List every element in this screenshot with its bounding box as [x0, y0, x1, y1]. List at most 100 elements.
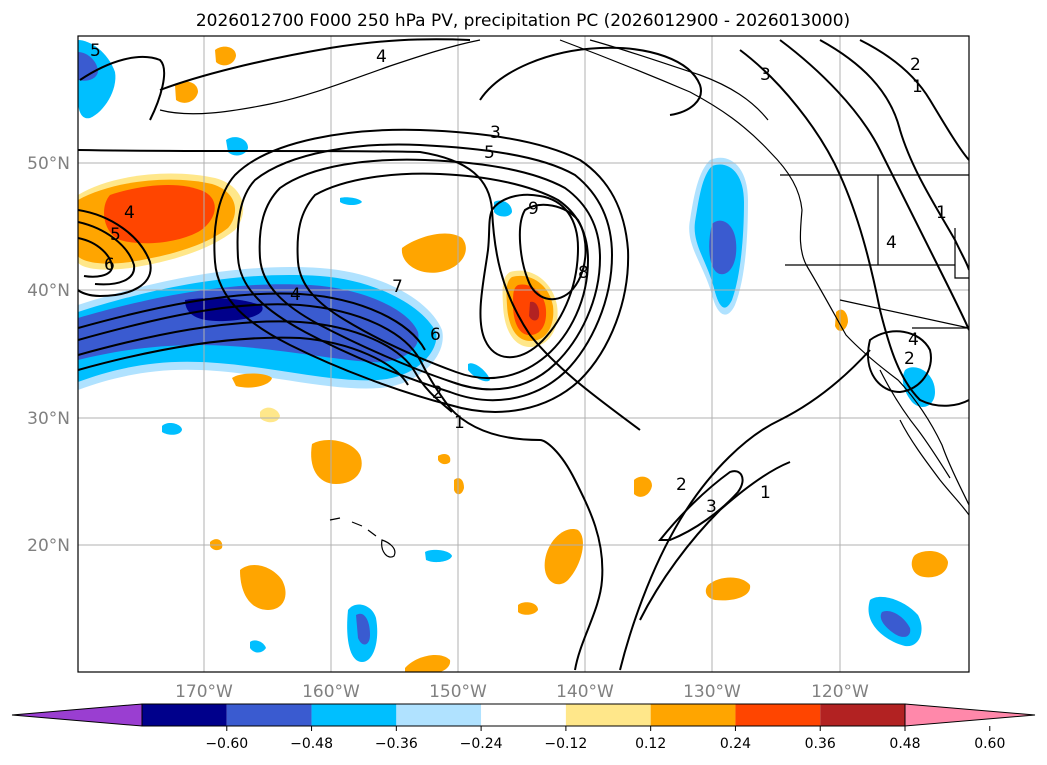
contour-label: 1 — [760, 483, 771, 503]
pos-blob-170W-55N — [175, 81, 198, 103]
pv-contours — [78, 38, 969, 671]
lon-label-170w: 170°W — [175, 682, 233, 702]
pos-blob-149W-27N — [438, 454, 451, 465]
contour-label: 2 — [910, 55, 921, 75]
contour-west-4 — [78, 209, 152, 298]
colorbar-tick-label: 0.36 — [805, 736, 836, 752]
contour-label: 3 — [490, 123, 501, 143]
neg-blob-130W-43N-blue — [709, 220, 737, 275]
lon-label-130w: 130°W — [683, 682, 741, 702]
hawaii-islands — [329, 517, 396, 558]
pos-blob-112W-18N — [911, 550, 948, 578]
contour-northwest — [79, 56, 166, 121]
figure-title: 2026012700 F000 250 hPa PV, precipitatio… — [196, 11, 850, 31]
pos-blob-168W-32N — [232, 373, 272, 388]
contour-east-2 — [819, 39, 969, 271]
mexico-coast — [899, 419, 969, 516]
contour-label: 4 — [124, 203, 135, 223]
contour-label: 6 — [104, 255, 115, 275]
pos-blob-149W-25N — [454, 478, 464, 495]
contour-label: 3 — [706, 497, 717, 517]
aleutian-chain — [159, 39, 481, 115]
contour-label: 4 — [290, 285, 301, 305]
neg-blob-151W-20N — [425, 549, 452, 563]
contour-ridge-3 — [258, 158, 602, 391]
colorbar-segment — [820, 704, 905, 726]
neg-blob-146W-33N — [468, 363, 490, 382]
colorbar-segment — [650, 704, 736, 726]
contour-label: 2 — [904, 349, 915, 369]
lon-label-140w: 140°W — [556, 682, 614, 702]
pos-blob-165W-30N — [260, 407, 280, 423]
contour-label: 3 — [760, 65, 771, 85]
pos-blob-128W-16N — [705, 577, 751, 601]
contour-jet-2 — [78, 292, 426, 351]
colorbar-tick-label: 0.48 — [889, 736, 920, 752]
contour-east-4 — [739, 49, 969, 407]
pos-center-dark — [529, 301, 540, 321]
contour-label: 5 — [484, 143, 495, 163]
contour-east-1 — [779, 39, 969, 331]
contour-west-5 — [78, 221, 136, 286]
contour-east-3 — [859, 39, 969, 161]
colorbar-segment — [481, 704, 566, 726]
contour-label: 2 — [676, 475, 687, 495]
pos-blob-140W-20N — [544, 529, 583, 585]
lat-label-40n: 40°N — [27, 281, 70, 301]
north-america-coast — [559, 39, 969, 506]
neg-blob-149W-47N — [340, 197, 362, 205]
colorbar-tick-label: −0.60 — [205, 736, 248, 752]
contour-east-loop — [867, 330, 932, 394]
lat-label-30n: 30°N — [27, 409, 70, 429]
colorbar-frame — [141, 703, 906, 727]
pos-blob-155W — [401, 233, 466, 273]
lat-label-20n: 20°N — [27, 536, 70, 556]
pv-contour-labels: 5 4 3 5 9 8 7 4 6 5 4 2 1 2 3 1 3 2 1 1 — [90, 41, 947, 517]
latitude-labels: 50°N 40°N 30°N 20°N — [27, 154, 70, 556]
colorbar: −0.60 −0.48 −0.36 −0.24 −0.12 0.12 0.24 0.36 0.4… — [11, 703, 1036, 752]
pos-blob-160W-25N — [311, 439, 362, 484]
contour-label: 5 — [90, 41, 101, 61]
pos-blob-152W-8N — [405, 654, 451, 672]
lon-label-150w: 150°W — [429, 682, 487, 702]
neg-blob-165W-10N — [250, 640, 266, 653]
colorbar-tick-label: 0.60 — [974, 736, 1005, 752]
contour-south-1 — [539, 439, 604, 671]
colorbar-extend-low — [11, 703, 143, 727]
contour-trough-3 — [657, 470, 744, 541]
contour-ridge-2 — [236, 143, 614, 402]
contour-label: 9 — [528, 199, 539, 219]
contour-ridge-1 — [213, 128, 630, 413]
colorbar-tick-label: −0.36 — [375, 736, 418, 752]
colorbar-tick-label: −0.48 — [290, 736, 333, 752]
pos-blob-135W-24N — [634, 476, 652, 497]
lat-label-50n: 50°N — [27, 154, 70, 174]
map-frame — [77, 35, 970, 673]
colorbar-segment — [565, 704, 651, 726]
contour-trough-1 — [619, 349, 871, 671]
contour-label: 8 — [578, 263, 589, 283]
contour-north-arc — [159, 38, 702, 116]
pos-blob-168W-60N — [215, 46, 236, 66]
contour-jet-1 — [78, 303, 541, 441]
contour-label: 4 — [908, 330, 919, 350]
colorbar-segment — [226, 704, 312, 726]
contour-9 — [518, 203, 587, 301]
pos-blob-122W-36N — [835, 309, 848, 331]
pos-blob-145W-13N — [518, 602, 538, 615]
contour-label: 6 — [430, 325, 441, 345]
contour-label: 4 — [886, 233, 897, 253]
contour-label: 2 — [432, 383, 443, 403]
contour-ridge-5 — [479, 193, 580, 359]
colorbar-segment — [311, 704, 397, 726]
pos-west-red — [104, 184, 215, 244]
contour-label: 4 — [376, 47, 387, 67]
colorbar-segment — [735, 704, 821, 726]
contour-label: 1 — [454, 413, 465, 433]
colorbar-segment — [142, 704, 227, 726]
colorbar-extend-high — [904, 703, 1036, 727]
colorbar-tick-label: −0.24 — [460, 736, 503, 752]
colorbar-tick-label: −0.12 — [544, 736, 587, 752]
coastlines — [159, 39, 969, 558]
